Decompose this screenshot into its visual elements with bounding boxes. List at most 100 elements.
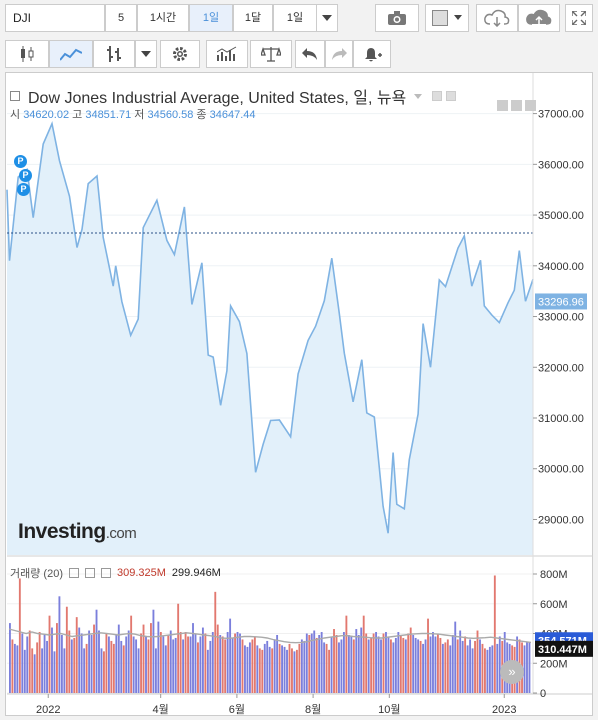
interval-1h[interactable]: 1시간 xyxy=(137,4,189,32)
cloud-upload-icon[interactable] xyxy=(518,4,560,32)
volume-bar[interactable] xyxy=(486,649,489,693)
marker-p-icon[interactable]: P xyxy=(19,169,32,182)
volume-bar[interactable] xyxy=(179,632,182,693)
volume-close-icon[interactable] xyxy=(100,568,111,578)
volume-bar[interactable] xyxy=(278,643,281,693)
scroll-right-button[interactable]: » xyxy=(500,660,524,684)
volume-bar[interactable] xyxy=(350,636,353,693)
volume-bar[interactable] xyxy=(177,603,180,693)
volume-bar[interactable] xyxy=(526,642,528,693)
volume-bar[interactable] xyxy=(65,606,68,693)
volume-bar[interactable] xyxy=(261,649,264,693)
volume-bar[interactable] xyxy=(340,639,343,693)
volume-bar[interactable] xyxy=(48,615,51,693)
volume-bar[interactable] xyxy=(75,617,78,693)
volume-bar[interactable] xyxy=(184,632,187,693)
cloud-download-icon[interactable] xyxy=(476,4,518,32)
volume-bar[interactable] xyxy=(318,634,321,693)
volume-bar[interactable] xyxy=(147,639,150,693)
volume-bar[interactable] xyxy=(95,609,98,693)
volume-bar[interactable] xyxy=(63,648,66,694)
volume-bar[interactable] xyxy=(362,615,365,693)
volume-bar[interactable] xyxy=(122,645,125,693)
volume-bar[interactable] xyxy=(370,637,373,693)
chart-type-chevron-down-icon[interactable] xyxy=(135,40,157,68)
volume-bar[interactable] xyxy=(132,636,135,693)
volume-bar[interactable] xyxy=(204,633,207,694)
volume-bar[interactable] xyxy=(377,636,380,693)
volume-bar[interactable] xyxy=(444,642,447,693)
gear-icon[interactable] xyxy=(160,40,200,68)
volume-bar[interactable] xyxy=(152,609,155,693)
volume-bar[interactable] xyxy=(402,637,405,693)
volume-bar[interactable] xyxy=(432,632,434,693)
volume-bar[interactable] xyxy=(9,623,11,693)
volume-bar[interactable] xyxy=(446,639,449,693)
volume-bar[interactable] xyxy=(157,621,160,693)
volume-bar[interactable] xyxy=(174,637,177,693)
undo-icon[interactable] xyxy=(295,40,325,68)
volume-bar[interactable] xyxy=(342,632,345,693)
volume-bar[interactable] xyxy=(130,615,133,693)
volume-bar[interactable] xyxy=(387,636,390,693)
volume-bar[interactable] xyxy=(154,648,157,694)
volume-bar[interactable] xyxy=(187,636,189,693)
volume-bar[interactable] xyxy=(90,634,93,693)
volume-bar[interactable] xyxy=(226,632,229,693)
volume-bar[interactable] xyxy=(31,648,34,694)
volume-bar[interactable] xyxy=(456,639,459,693)
volume-bar[interactable] xyxy=(172,639,175,693)
volume-bar[interactable] xyxy=(345,615,348,693)
volume-bar[interactable] xyxy=(256,645,259,693)
color-picker-button[interactable] xyxy=(425,4,469,32)
volume-bar[interactable] xyxy=(266,640,269,693)
volume-bar[interactable] xyxy=(328,649,331,693)
volume-bar[interactable] xyxy=(315,637,318,693)
volume-bar[interactable] xyxy=(137,648,140,694)
volume-bar[interactable] xyxy=(103,651,105,693)
volume-bar[interactable] xyxy=(414,637,417,693)
volume-bar[interactable] xyxy=(224,639,227,693)
volume-bar[interactable] xyxy=(51,627,53,693)
volume-bar[interactable] xyxy=(412,634,415,693)
volume-bar[interactable] xyxy=(293,651,296,693)
volume-bar[interactable] xyxy=(206,649,209,693)
volume-bar[interactable] xyxy=(73,637,76,693)
volume-bar[interactable] xyxy=(375,632,378,693)
volume-bar[interactable] xyxy=(409,627,412,693)
volume-bar[interactable] xyxy=(424,639,427,693)
volume-bar[interactable] xyxy=(159,632,162,693)
volume-bar[interactable] xyxy=(182,639,185,693)
volume-bar[interactable] xyxy=(382,633,385,694)
volume-bar[interactable] xyxy=(419,640,422,693)
volume-bar[interactable] xyxy=(283,646,286,693)
volume-bar[interactable] xyxy=(115,634,118,693)
volume-bar[interactable] xyxy=(474,640,476,693)
volume-bar[interactable] xyxy=(273,639,276,693)
pane-down-icon[interactable] xyxy=(511,100,522,111)
volume-bar[interactable] xyxy=(268,646,271,693)
volume-bar[interactable] xyxy=(333,629,335,693)
volume-bar[interactable] xyxy=(107,636,110,693)
volume-bar[interactable] xyxy=(320,632,323,693)
volume-bar[interactable] xyxy=(308,634,311,693)
volume-bar[interactable] xyxy=(140,633,142,694)
volume-bar[interactable] xyxy=(263,643,266,693)
volume-bar[interactable] xyxy=(392,642,395,693)
volume-bar[interactable] xyxy=(372,633,375,694)
volume-bar[interactable] xyxy=(291,648,293,694)
interval-5[interactable]: 5 xyxy=(105,4,137,32)
volume-bar[interactable] xyxy=(192,623,194,693)
volume-bar[interactable] xyxy=(58,596,61,693)
volume-bar[interactable] xyxy=(464,636,467,693)
volume-bar[interactable] xyxy=(231,637,234,693)
volume-bar[interactable] xyxy=(449,645,452,693)
settings-small-icon[interactable] xyxy=(446,91,457,101)
volume-bar[interactable] xyxy=(197,642,199,693)
volume-bar[interactable] xyxy=(454,621,457,693)
volume-bar[interactable] xyxy=(338,642,340,693)
compare-scale-icon[interactable] xyxy=(250,40,292,68)
volume-bar[interactable] xyxy=(219,634,222,693)
price-line[interactable] xyxy=(6,121,534,534)
